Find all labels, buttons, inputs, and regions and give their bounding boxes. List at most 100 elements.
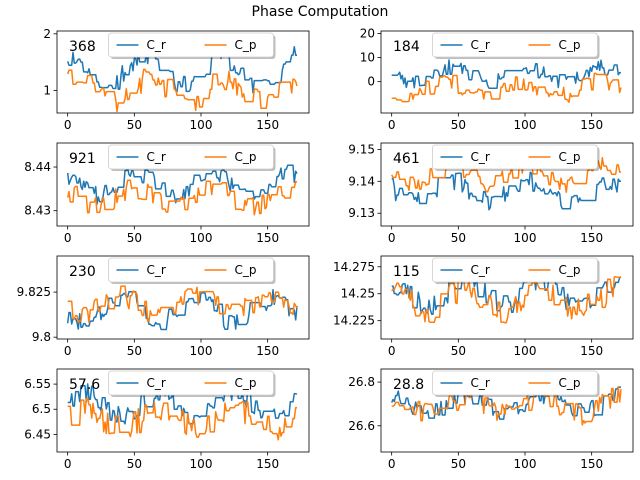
subplot-1: 0 50 100 150 1 2 368 C_r C_p <box>43 27 310 132</box>
legend-entry: C_p <box>235 376 257 390</box>
legend: C_r C_p <box>432 144 600 171</box>
panel-label: 230 <box>69 264 96 280</box>
legend-entry: C_p <box>235 150 257 164</box>
x-tick-label: 0 <box>64 457 72 471</box>
y-tick-label: 2 <box>43 27 51 41</box>
series-line-C_p <box>391 386 622 426</box>
series-line-C_p <box>391 72 622 103</box>
y-tick-label: 6.55 <box>24 377 51 391</box>
axes-frame <box>380 368 634 453</box>
panel-label: 28.8 <box>393 377 424 393</box>
legend: C_r C_p <box>432 257 600 284</box>
legend-entry: C_r <box>147 38 166 52</box>
series-line-C_p <box>67 397 297 441</box>
panel-label: 57.6 <box>69 377 100 393</box>
series-line-C_p <box>67 285 298 324</box>
y-tick-label: 6.5 <box>32 402 51 416</box>
legend-entry: C_r <box>147 150 166 164</box>
x-tick-label: 100 <box>514 231 537 245</box>
x-tick-label: 150 <box>256 344 279 358</box>
x-tick-label: 50 <box>451 231 466 245</box>
axes-frame <box>380 142 634 227</box>
legend-box <box>108 257 274 283</box>
x-tick-label: 150 <box>580 344 603 358</box>
y-tick-label: 26.6 <box>348 419 375 433</box>
x-tick-label: 50 <box>127 344 142 358</box>
legend-box <box>432 370 598 396</box>
series-line-C_p <box>66 68 298 113</box>
x-tick-label: 100 <box>514 344 537 358</box>
x-tick-label: 50 <box>127 457 142 471</box>
subplot-8: 0 50 100 150 26.6 26.8 28.8 C_r C_p <box>348 368 634 471</box>
x-tick-label: 150 <box>580 457 603 471</box>
legend-entry: C_p <box>559 38 581 52</box>
y-tick-label: 10 <box>360 51 375 65</box>
legend-box <box>108 370 274 396</box>
x-tick-label: 150 <box>580 231 603 245</box>
legend: C_r C_p <box>108 257 276 284</box>
legend-entry: C_r <box>471 263 490 277</box>
axes-frame <box>380 255 634 340</box>
panel-label: 461 <box>393 151 420 167</box>
y-tick-label: 0 <box>367 75 375 89</box>
panel-label: 921 <box>69 151 96 167</box>
axes-frame <box>56 368 310 453</box>
x-tick-label: 0 <box>64 118 72 132</box>
x-tick-label: 150 <box>256 457 279 471</box>
axes-frame <box>56 142 310 227</box>
y-tick-label: 1 <box>43 83 51 97</box>
subplot-6: 0 50 100 150 14.225 14.25 14.275 115 C_r C_p <box>333 255 634 358</box>
figure-title: Phase Computation <box>252 4 389 20</box>
subplot-2: 0 50 100 150 0 10 20 184 C_r C_p <box>360 26 634 132</box>
x-tick-label: 150 <box>256 231 279 245</box>
axes-frame <box>56 30 310 114</box>
legend: C_r C_p <box>108 32 276 59</box>
legend-entry: C_p <box>235 263 257 277</box>
legend-entry: C_r <box>147 376 166 390</box>
legend-entry: C_p <box>235 38 257 52</box>
y-tick-label: 9.15 <box>348 142 375 156</box>
legend-entry: C_r <box>471 150 490 164</box>
legend-box <box>432 144 598 170</box>
y-tick-label: 8.43 <box>24 204 51 218</box>
series-line-C_r <box>391 272 621 316</box>
y-tick-label: 14.275 <box>333 260 375 274</box>
legend-entry: C_p <box>559 376 581 390</box>
x-tick-label: 100 <box>514 457 537 471</box>
y-tick-label: 9.8 <box>32 330 51 344</box>
x-tick-label: 50 <box>451 118 466 132</box>
x-tick-label: 0 <box>388 231 396 245</box>
legend: C_r C_p <box>108 144 276 171</box>
legend-entry: C_r <box>471 376 490 390</box>
x-tick-label: 100 <box>190 344 213 358</box>
legend-entry: C_r <box>147 263 166 277</box>
x-tick-label: 50 <box>451 344 466 358</box>
x-tick-label: 0 <box>64 231 72 245</box>
legend-entry: C_p <box>559 263 581 277</box>
series-line-C_p <box>66 179 297 216</box>
x-tick-label: 0 <box>388 457 396 471</box>
series-line-C_p <box>391 157 621 193</box>
subplot-5: 0 50 100 150 9.8 9.825 230 C_r C_p <box>17 255 310 358</box>
y-tick-label: 26.8 <box>348 375 375 389</box>
legend-box <box>432 32 598 58</box>
x-tick-label: 100 <box>190 231 213 245</box>
subplot-3: 0 50 100 150 8.43 8.44 921 C_r C_p <box>24 142 310 245</box>
x-tick-label: 0 <box>388 118 396 132</box>
legend-entry: C_r <box>471 38 490 52</box>
series-line-C_r <box>66 45 297 94</box>
axes-frame <box>56 255 310 340</box>
subplot-grid: 0 50 100 150 1 2 368 C_r C_p 0 50 100 150 0 10 20 184 C_r… <box>17 26 634 471</box>
panel-label: 368 <box>69 39 96 55</box>
legend: C_r C_p <box>432 32 600 59</box>
y-tick-label: 14.25 <box>341 287 375 301</box>
y-tick-label: 9.14 <box>348 174 375 188</box>
x-tick-label: 150 <box>580 118 603 132</box>
x-tick-label: 100 <box>190 118 213 132</box>
legend: C_r C_p <box>432 370 600 397</box>
legend-box <box>108 32 274 58</box>
legend-box <box>432 257 598 283</box>
x-tick-label: 50 <box>127 231 142 245</box>
series-line-C_p <box>391 276 622 324</box>
